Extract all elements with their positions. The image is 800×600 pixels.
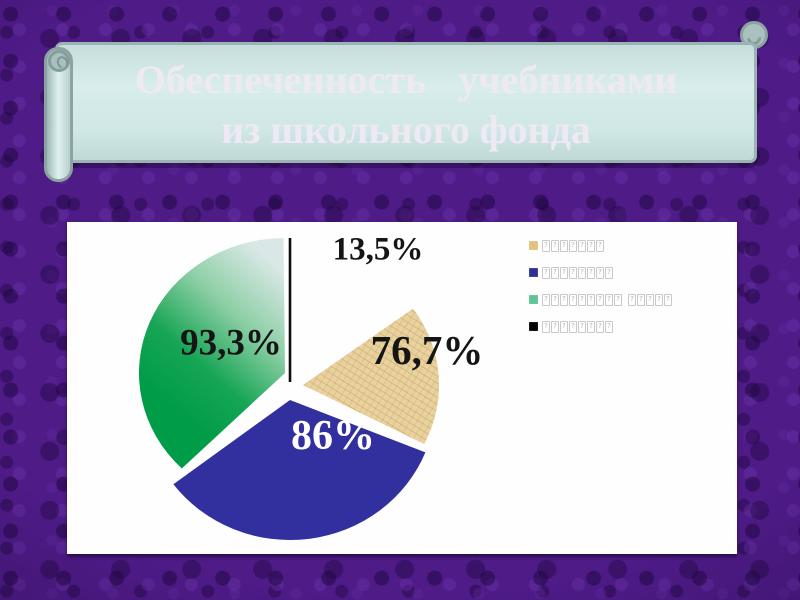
missing-glyph-box: ? xyxy=(578,266,586,279)
missing-glyph-box: ? xyxy=(542,293,550,306)
legend-item-1: ??????? xyxy=(529,239,673,252)
pie-chart-svg xyxy=(138,238,439,541)
scroll-curl-left xyxy=(48,50,71,72)
legend-item-3: ?????????????? xyxy=(529,293,673,306)
missing-glyph-box: ? xyxy=(587,239,595,252)
missing-glyph-box: ? xyxy=(637,293,645,306)
missing-glyph-box: ? xyxy=(587,320,595,333)
slide-title-line2: из школьного фонда xyxy=(221,107,591,152)
pie-label-13-5: 13,5% xyxy=(332,231,424,268)
missing-glyph-box: ? xyxy=(560,293,568,306)
missing-glyph-box: ? xyxy=(542,239,550,252)
pie-label-93-3: 93,3% xyxy=(180,322,282,364)
missing-glyph-box: ? xyxy=(560,320,568,333)
chart-legend: ????????????????????????????????????? xyxy=(529,239,673,347)
missing-glyph-box: ? xyxy=(587,266,595,279)
missing-glyph-box: ? xyxy=(551,320,559,333)
missing-glyph-box: ? xyxy=(551,266,559,279)
missing-glyph-box: ? xyxy=(605,293,613,306)
missing-glyph-box: ? xyxy=(560,266,568,279)
missing-glyph-box: ? xyxy=(596,293,604,306)
legend-swatch xyxy=(529,241,538,250)
pie-slice-green xyxy=(138,238,285,469)
pie-label-76-7: 76,7% xyxy=(370,327,484,373)
legend-item-4: ???????? xyxy=(529,320,673,333)
missing-glyph-box: ? xyxy=(578,320,586,333)
missing-glyph-box: ? xyxy=(560,239,568,252)
legend-item-2: ???????? xyxy=(529,266,673,279)
slide-title-line1: Обеспеченность учебниками xyxy=(134,57,678,102)
missing-glyph-box: ? xyxy=(646,293,654,306)
legend-swatch xyxy=(529,268,538,277)
missing-glyph-box: ? xyxy=(569,239,577,252)
legend-swatch xyxy=(529,322,538,331)
missing-glyph-box: ? xyxy=(596,239,604,252)
missing-glyph-box: ? xyxy=(614,293,622,306)
missing-glyph-box: ? xyxy=(542,320,550,333)
missing-glyph-box: ? xyxy=(596,266,604,279)
pie-slice-tan xyxy=(303,308,439,444)
pie-slice-blue xyxy=(173,400,426,541)
missing-glyph-box: ? xyxy=(596,320,604,333)
missing-glyph-box: ? xyxy=(605,320,613,333)
missing-glyph-box: ? xyxy=(578,239,586,252)
pie-label-86: 86% xyxy=(291,413,375,459)
missing-glyph-box: ? xyxy=(551,239,559,252)
legend-swatch xyxy=(529,295,538,304)
missing-glyph-box: ? xyxy=(569,293,577,306)
missing-glyph-box: ? xyxy=(605,266,613,279)
chart-panel: 13,5% 76,7% 86% 93,3% ??????????????????… xyxy=(67,222,737,554)
missing-glyph-box: ? xyxy=(655,293,663,306)
missing-glyph-box: ? xyxy=(542,266,550,279)
missing-glyph-box: ? xyxy=(551,293,559,306)
pie-slices-group xyxy=(138,238,439,541)
missing-glyph-box: ? xyxy=(664,293,672,306)
missing-glyph-box: ? xyxy=(587,293,595,306)
missing-glyph-box: ? xyxy=(578,293,586,306)
missing-glyph-box: ? xyxy=(628,293,636,306)
title-banner: Обеспеченность учебниками из школьного ф… xyxy=(55,42,757,163)
missing-glyph-box: ? xyxy=(569,266,577,279)
missing-glyph-box: ? xyxy=(569,320,577,333)
